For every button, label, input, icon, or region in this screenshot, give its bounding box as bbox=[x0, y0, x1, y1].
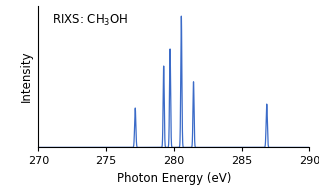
Y-axis label: Intensity: Intensity bbox=[20, 51, 33, 102]
X-axis label: Photon Energy (eV): Photon Energy (eV) bbox=[117, 172, 231, 185]
Text: RIXS: CH$_3$OH: RIXS: CH$_3$OH bbox=[52, 13, 128, 28]
